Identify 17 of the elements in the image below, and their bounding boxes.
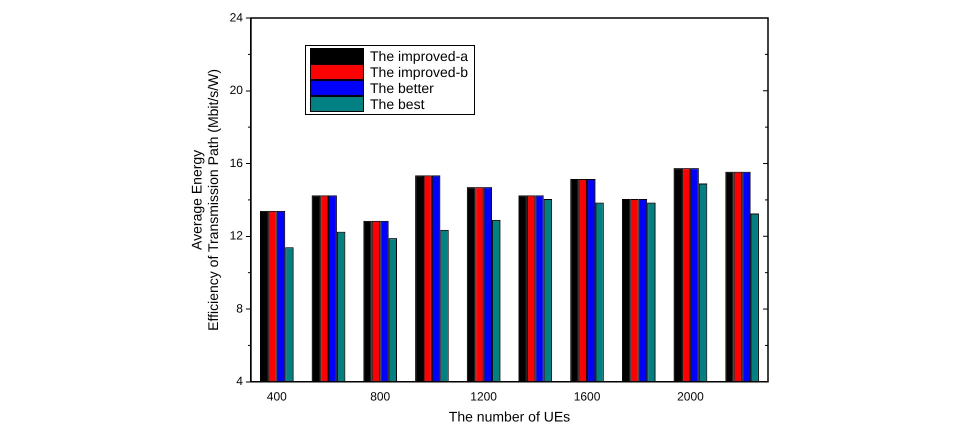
- y-tick-label: 12: [230, 228, 244, 243]
- x-tick-label: 800: [370, 389, 391, 404]
- x-tick-label: 2000: [677, 389, 704, 404]
- legend-label: The better: [370, 80, 434, 96]
- y-tick-label: 4: [236, 374, 244, 388]
- x-axis-title: The number of UEs: [448, 408, 570, 424]
- legend-label: The best: [370, 96, 424, 112]
- x-tick-label: 1200: [470, 389, 498, 404]
- y-tick-label: 20: [230, 83, 244, 98]
- legend-label: The improved-b: [370, 64, 468, 80]
- legend-label: The improved-a: [370, 48, 468, 64]
- y-axis-title: Average Energy Efficiency of Transmission Path (Mbit/s/W): [188, 68, 222, 331]
- x-tick-label: 1600: [574, 389, 601, 404]
- y-tick-label: 8: [236, 301, 244, 316]
- y-tick-label: 16: [230, 156, 244, 170]
- x-tick-label: 400: [266, 389, 288, 404]
- y-tick-label: 24: [230, 10, 244, 24]
